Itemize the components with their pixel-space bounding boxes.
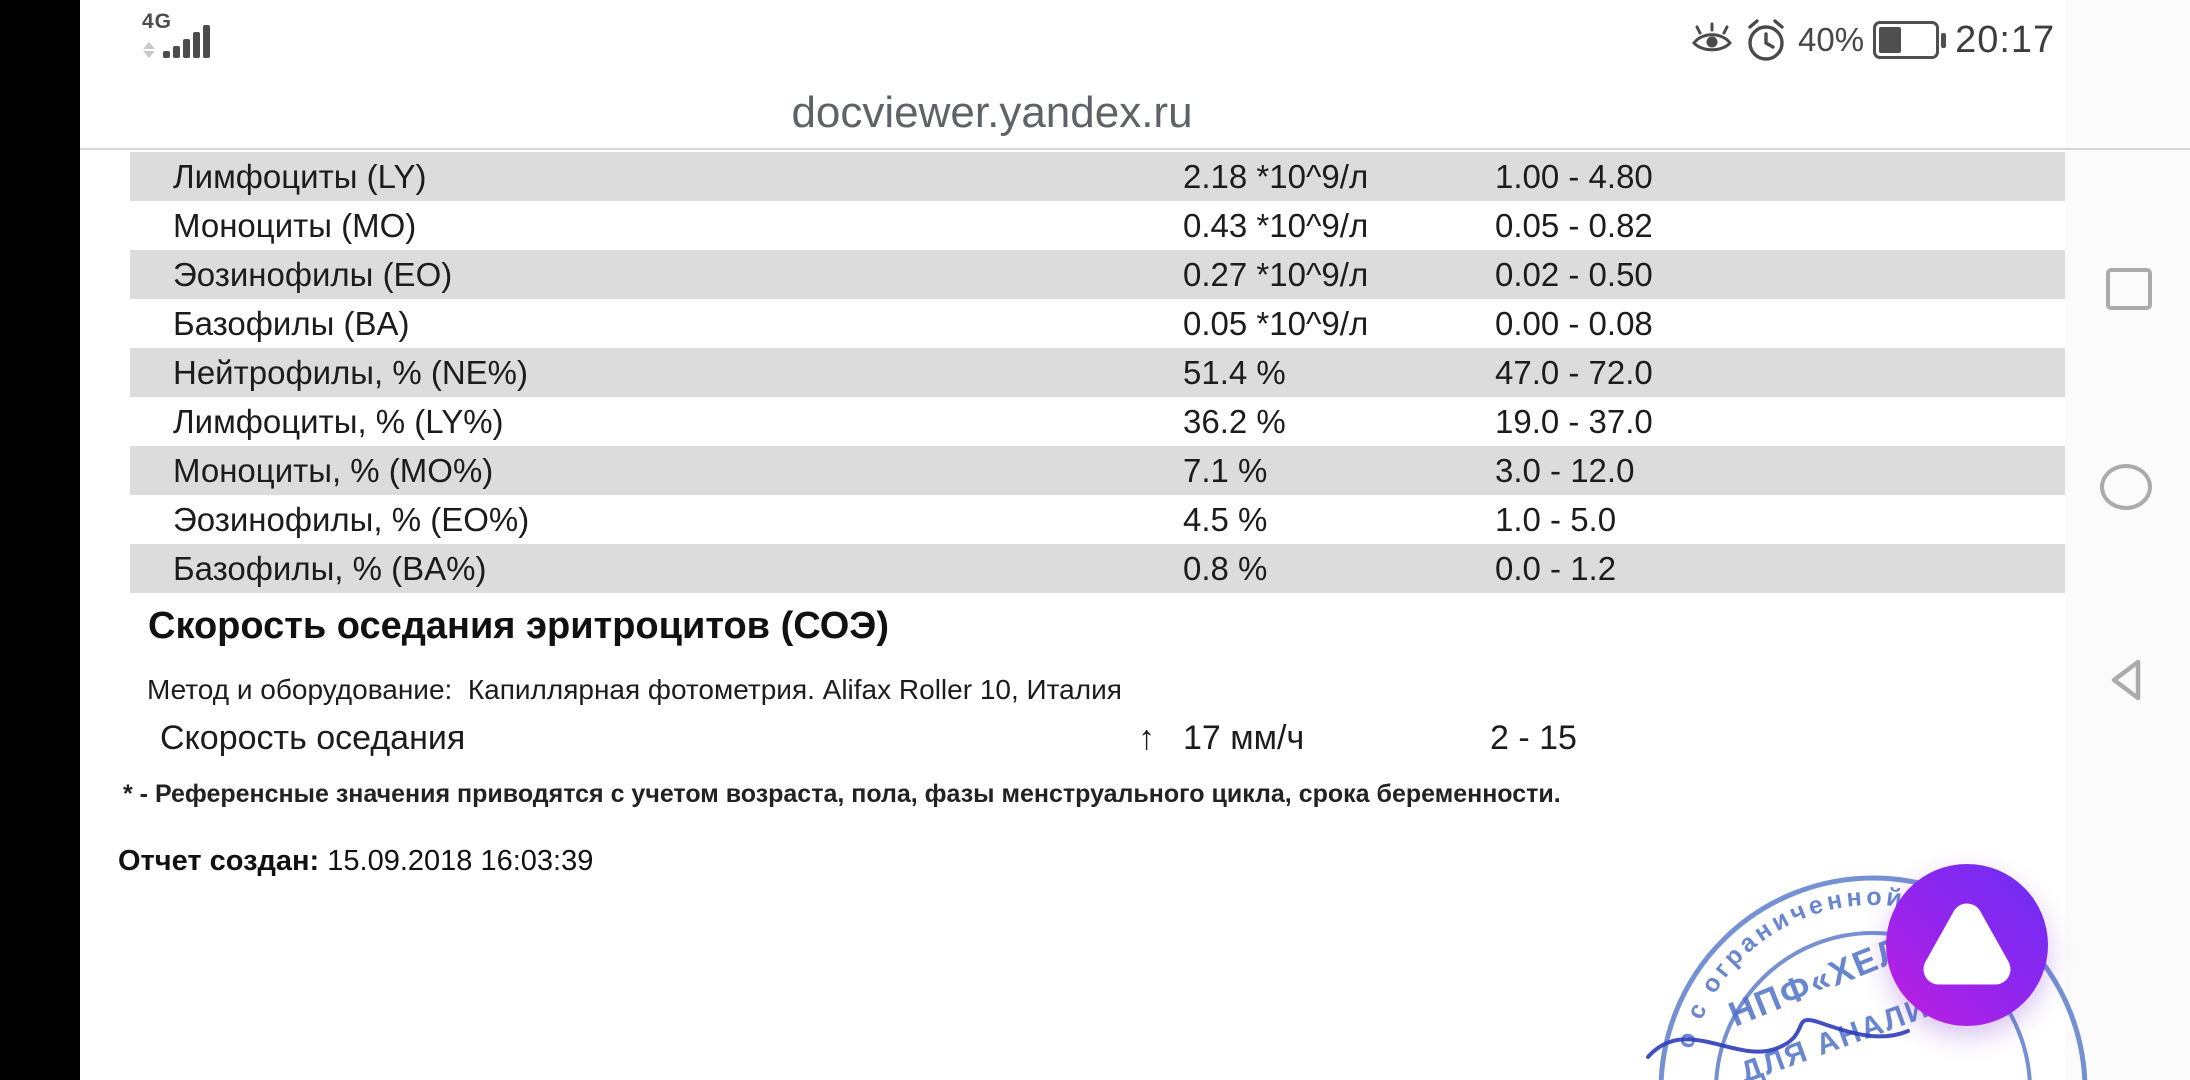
table-row: Скорость оседания ↑ 17 мм/ч 2 - 15 <box>130 712 2065 764</box>
alice-logo-icon <box>1923 903 2011 985</box>
reference-footnote: * - Референсные значения приводятся с уч… <box>123 780 1561 808</box>
analyte-name: Базофилы, % (BA%) <box>173 550 487 587</box>
table-row: Базофилы, % (BA%) 0.8 % 0.0 - 1.2 <box>130 544 2065 593</box>
status-bar-right: 40% 20:17 <box>1690 14 2055 66</box>
header-divider <box>80 148 2190 150</box>
analyte-value: 0.05 *10^9/л <box>1183 305 1369 342</box>
report-created-value: 15.09.2018 16:03:39 <box>327 845 594 877</box>
method-line: Метод и оборудование: Капиллярная фотоме… <box>147 674 1122 706</box>
analyte-value: 4.5 % <box>1183 501 1268 538</box>
reference-range: 47.0 - 72.0 <box>1495 354 1653 391</box>
report-created-line: Отчет создан: 15.09.2018 16:03:39 <box>118 845 593 878</box>
analyte-value: 51.4 % <box>1183 354 1286 391</box>
above-range-arrow-icon: ↑ <box>1138 719 1155 757</box>
reference-range: 0.00 - 0.08 <box>1495 305 1653 342</box>
reference-range: 2 - 15 <box>1490 719 1577 757</box>
battery-icon <box>1873 21 1947 59</box>
report-created-label: Отчет создан: <box>118 845 320 877</box>
analyte-value: 7.1 % <box>1183 452 1268 489</box>
reference-range: 3.0 - 12.0 <box>1495 452 1635 489</box>
table-row: Моноциты, % (MO%) 7.1 % 3.0 - 12.0 <box>130 446 2065 495</box>
analyte-name: Базофилы (BA) <box>173 305 410 342</box>
reference-range: 1.00 - 4.80 <box>1495 158 1653 195</box>
analyte-value: 0.8 % <box>1183 550 1268 587</box>
analyte-name: Моноциты (MO) <box>173 207 417 244</box>
analyte-name: Лимфоциты, % (LY%) <box>173 403 504 440</box>
reference-range: 19.0 - 37.0 <box>1495 403 1653 440</box>
clock-label: 20:17 <box>1955 18 2056 61</box>
battery-percent-label: 40% <box>1798 21 1865 58</box>
data-arrows-icon <box>143 42 157 58</box>
section-title: Скорость оседания эритроцитов (СОЭ) <box>148 605 889 647</box>
results-table: Лимфоциты (LY) 2.18 *10^9/л 1.00 - 4.80 Мон… <box>130 152 2065 593</box>
signature-stroke <box>1646 1018 1910 1059</box>
reference-range: 0.02 - 0.50 <box>1495 256 1653 293</box>
alarm-icon <box>1748 19 1784 61</box>
analyte-value: 17 мм/ч <box>1183 719 1305 757</box>
analyte-name: Лимфоциты (LY) <box>173 158 427 195</box>
home-circle-icon[interactable] <box>2100 464 2152 510</box>
recents-square-icon[interactable] <box>2106 268 2152 310</box>
reference-range: 0.0 - 1.2 <box>1495 550 1617 587</box>
method-value: Капиллярная фотометрия. Alifax Roller 10… <box>467 674 1122 705</box>
analyte-value: 0.27 *10^9/л <box>1183 256 1369 293</box>
analyte-name: Нейтрофилы, % (NE%) <box>173 354 529 391</box>
table-row: Нейтрофилы, % (NE%) 51.4 % 47.0 - 72.0 <box>130 348 2065 397</box>
eye-comfort-icon <box>1692 22 1732 52</box>
reference-range: 0.05 - 0.82 <box>1495 207 1653 244</box>
back-triangle-icon[interactable] <box>2102 654 2152 706</box>
table-row: Эозинофилы (EO) 0.27 *10^9/л 0.02 - 0.50 <box>130 250 2065 299</box>
android-navbar <box>2065 0 2190 1080</box>
analyte-name: Эозинофилы, % (EO%) <box>173 501 530 538</box>
analyte-value: 0.43 *10^9/л <box>1183 207 1369 244</box>
table-row: Моноциты (MO) 0.43 *10^9/л 0.05 - 0.82 <box>130 201 2065 250</box>
analyte-name: Эозинофилы (EO) <box>173 256 453 293</box>
analyte-name: Скорость оседания <box>160 719 466 757</box>
method-label: Метод и оборудование: <box>147 674 453 705</box>
table-row: Лимфоциты, % (LY%) 36.2 % 19.0 - 37.0 <box>130 397 2065 446</box>
table-row: Эозинофилы, % (EO%) 4.5 % 1.0 - 5.0 <box>130 495 2065 544</box>
analyte-value: 2.18 *10^9/л <box>1183 158 1369 195</box>
table-row: Базофилы (BA) 0.05 *10^9/л 0.00 - 0.08 <box>130 299 2065 348</box>
letterbox-strip <box>0 0 80 1080</box>
reference-range: 1.0 - 5.0 <box>1495 501 1617 538</box>
signal-bars-icon <box>163 24 211 58</box>
page-title: docviewer.yandex.ru <box>791 88 1193 137</box>
analyte-name: Моноциты, % (MO%) <box>173 452 494 489</box>
alice-assistant-button[interactable] <box>1886 864 2048 1026</box>
network-type-label: 4G <box>142 10 173 33</box>
analyte-value: 36.2 % <box>1183 403 1286 440</box>
table-row: Лимфоциты (LY) 2.18 *10^9/л 1.00 - 4.80 <box>130 152 2065 201</box>
